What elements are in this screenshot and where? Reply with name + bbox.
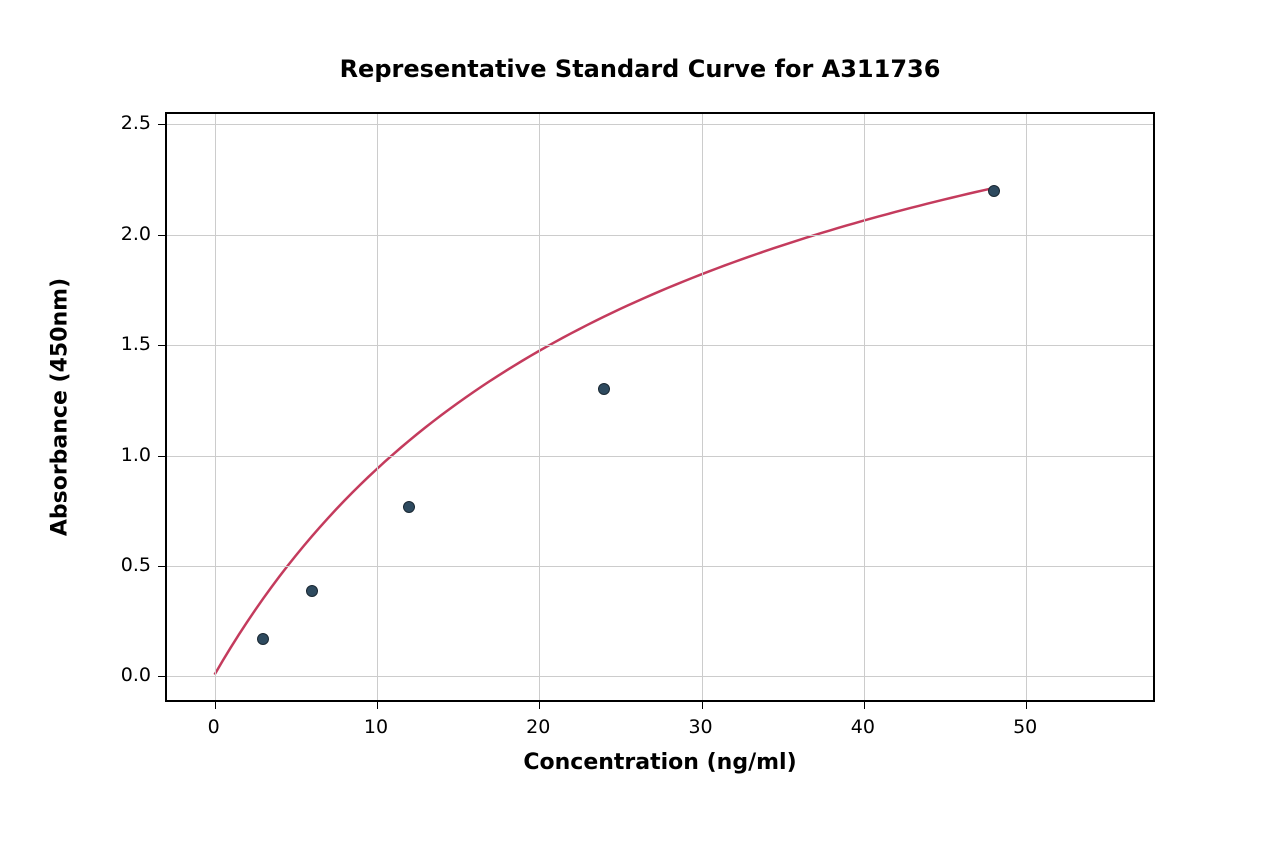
- curve-path: [215, 188, 992, 674]
- x-tick-label: 0: [208, 716, 220, 738]
- x-tick: [864, 701, 865, 709]
- grid-line-horizontal: [166, 456, 1154, 457]
- x-tick-label: 50: [1013, 716, 1037, 738]
- grid-line-horizontal: [166, 345, 1154, 346]
- data-point: [988, 185, 1000, 197]
- y-tick: [158, 345, 166, 346]
- data-point: [306, 585, 318, 597]
- grid-line-horizontal: [166, 124, 1154, 125]
- data-point: [257, 633, 269, 645]
- grid-line-horizontal: [166, 676, 1154, 677]
- y-tick-label: 1.0: [115, 444, 151, 466]
- x-tick-label: 30: [688, 716, 712, 738]
- fitted-curve: [166, 113, 1154, 701]
- x-axis-label: Concentration (ng/ml): [523, 750, 796, 775]
- x-tick: [702, 701, 703, 709]
- grid-line-vertical: [215, 113, 216, 701]
- y-tick: [158, 456, 166, 457]
- data-point: [598, 383, 610, 395]
- x-tick-label: 10: [364, 716, 388, 738]
- y-tick: [158, 676, 166, 677]
- plot-area: [165, 112, 1155, 702]
- chart-container: Representative Standard Curve for A31173…: [0, 0, 1280, 845]
- grid-line-vertical: [1026, 113, 1027, 701]
- x-tick-label: 40: [851, 716, 875, 738]
- grid-line-vertical: [539, 113, 540, 701]
- chart-title: Representative Standard Curve for A31173…: [0, 55, 1280, 83]
- y-tick-label: 1.5: [115, 333, 151, 355]
- x-tick: [1026, 701, 1027, 709]
- y-tick-label: 0.5: [115, 554, 151, 576]
- grid-line-vertical: [702, 113, 703, 701]
- grid-line-horizontal: [166, 566, 1154, 567]
- x-tick: [377, 701, 378, 709]
- x-tick: [215, 701, 216, 709]
- y-tick: [158, 235, 166, 236]
- y-tick-label: 2.5: [115, 112, 151, 134]
- data-point: [403, 501, 415, 513]
- x-tick: [539, 701, 540, 709]
- grid-line-vertical: [864, 113, 865, 701]
- y-tick: [158, 124, 166, 125]
- y-tick-label: 2.0: [115, 223, 151, 245]
- grid-line-horizontal: [166, 235, 1154, 236]
- y-tick: [158, 566, 166, 567]
- grid-line-vertical: [377, 113, 378, 701]
- y-tick-label: 0.0: [115, 664, 151, 686]
- x-tick-label: 20: [526, 716, 550, 738]
- y-axis-label: Absorbance (450nm): [48, 278, 73, 536]
